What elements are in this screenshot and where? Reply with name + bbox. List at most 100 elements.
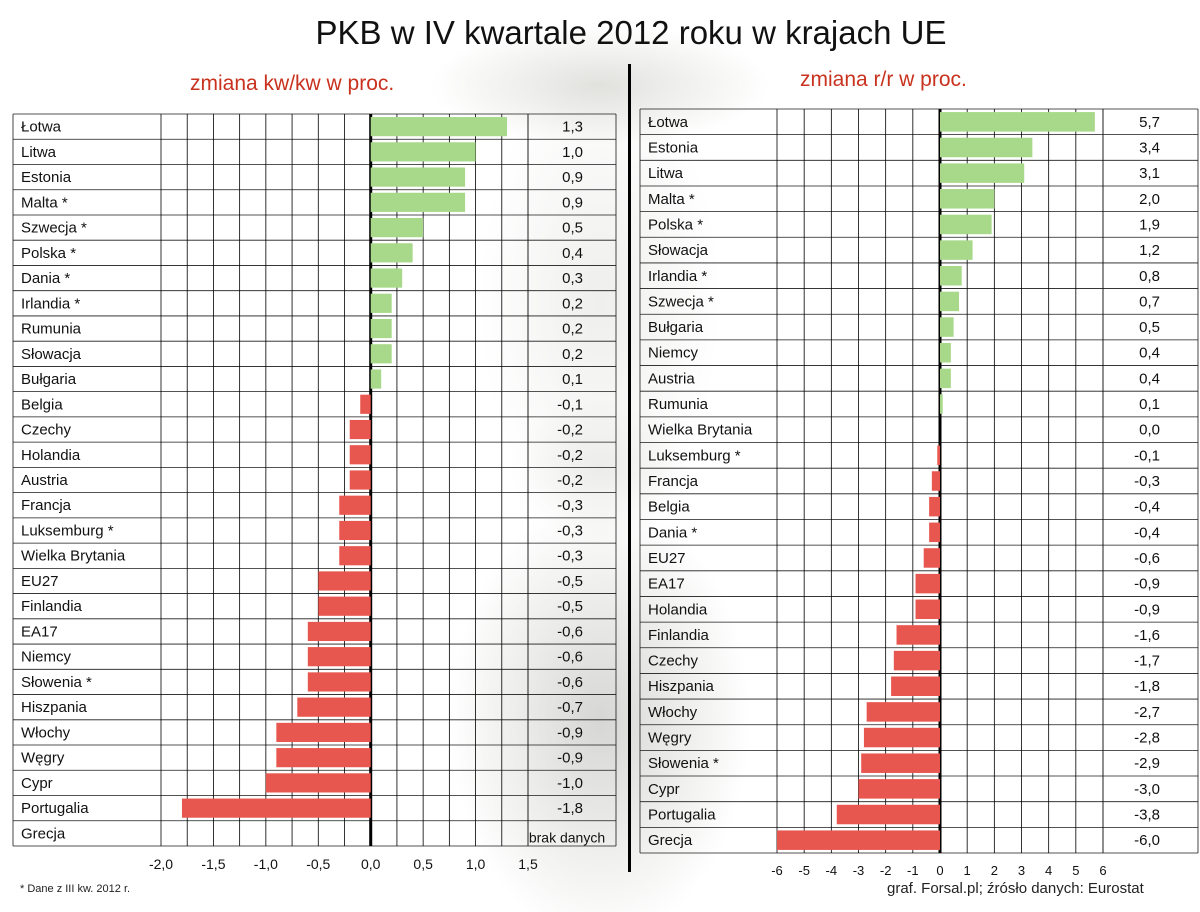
- right-value-label: 0,4: [1139, 370, 1160, 387]
- right-value-label: 0,5: [1139, 319, 1160, 336]
- right-category-label: Irlandia *: [648, 268, 707, 285]
- right-category-label: Węgry: [648, 730, 692, 747]
- left-x-tick-label: 1,5: [518, 856, 538, 872]
- left-value-label: 0,2: [562, 295, 583, 312]
- right-value-label: -0,4: [1134, 524, 1160, 541]
- right-bar-ea17: [915, 573, 940, 594]
- right-bar-belgia: [929, 496, 940, 517]
- right-category-label: Holandia: [648, 601, 708, 618]
- right-bar-cypr: [858, 779, 940, 799]
- right-value-label: -1,8: [1134, 678, 1160, 695]
- left-x-tick-label: -1,0: [254, 856, 278, 872]
- left-value-label: -0,5: [557, 598, 583, 615]
- right-bar-francja: [931, 471, 940, 491]
- right-category-label: Łotwa: [648, 114, 689, 131]
- left-category-label: Czechy: [21, 422, 72, 439]
- footnote: * Dane z III kw. 2012 r.: [20, 883, 131, 895]
- right-bar-rumunia: [940, 394, 943, 414]
- right-x-tick-label: 0: [936, 863, 943, 878]
- left-value-label: -0,3: [557, 548, 583, 565]
- left-category-label: Bułgaria: [21, 371, 77, 388]
- left-category-label: Austria: [21, 472, 68, 489]
- right-bar-litwa: [940, 163, 1025, 183]
- right-bar-portugalia: [836, 804, 940, 825]
- left-bar-eu27: [318, 571, 371, 591]
- left-category-label: Słowacja: [21, 346, 82, 363]
- left-category-label: Niemcy: [21, 649, 72, 666]
- left-bar-szwecja: [370, 217, 424, 238]
- right-value-label: -0,9: [1134, 601, 1160, 618]
- left-category-label: Holandia: [21, 447, 81, 464]
- right-category-label: Malta *: [648, 191, 695, 208]
- left-bar-wielka-brytania: [339, 546, 371, 566]
- left-x-tick-label: 0,5: [413, 856, 433, 872]
- right-value-label: 5,7: [1139, 114, 1160, 131]
- left-category-label: Rumunia: [21, 321, 82, 338]
- right-x-tick-label: -4: [826, 863, 838, 878]
- right-bar-hiszpania: [891, 676, 940, 696]
- right-bar-niemcy: [940, 342, 951, 363]
- right-bar-slowacja: [940, 240, 973, 260]
- right-category-label: Bułgaria: [648, 319, 704, 336]
- left-value-label: 0,4: [562, 245, 583, 262]
- right-category-label: EU27: [648, 550, 686, 567]
- left-chart-title: zmiana kw/kw w proc.: [190, 72, 395, 95]
- left-bar-cypr: [265, 773, 371, 793]
- left-bar-bulgaria: [370, 369, 382, 389]
- right-bar-austria: [940, 368, 951, 389]
- left-category-label: Słowenia *: [21, 674, 92, 691]
- right-bar-wegry: [863, 727, 940, 748]
- left-category-label: Szwecja *: [21, 220, 87, 237]
- right-bar-bulgaria: [940, 317, 954, 337]
- left-bar-belgia: [360, 394, 371, 414]
- right-bar-malta: [940, 189, 995, 209]
- right-value-label: -0,1: [1134, 447, 1160, 464]
- right-value-label: -0,3: [1134, 473, 1160, 490]
- left-x-tick-label: 1,0: [466, 856, 486, 872]
- right-value-label: -3,8: [1134, 807, 1160, 824]
- right-category-label: Francja: [648, 473, 699, 490]
- right-x-tick-label: 2: [991, 863, 998, 878]
- left-value-label: brak danych: [529, 829, 605, 845]
- right-bar-szwecja: [940, 291, 960, 312]
- left-bar-estonia: [370, 167, 466, 187]
- left-bar-luksemburg: [339, 520, 371, 541]
- left-value-label: -0,6: [557, 674, 583, 691]
- right-x-tick-label: 5: [1072, 863, 1079, 878]
- right-bar-polska: [940, 214, 992, 235]
- right-value-label: 0,1: [1139, 396, 1160, 413]
- left-value-label: -0,2: [557, 472, 583, 489]
- left-bar-wegry: [276, 748, 371, 768]
- right-category-label: Austria: [648, 370, 695, 387]
- source-note: graf. Forsal.pl; źrósło danych: Eurostat: [887, 880, 1144, 897]
- right-bar-slowenia: [861, 753, 940, 773]
- right-value-label: -3,0: [1134, 781, 1160, 798]
- left-bar-malta: [370, 192, 466, 212]
- left-category-label: Łotwa: [21, 119, 62, 136]
- right-x-tick-label: 6: [1099, 863, 1106, 878]
- left-value-label: -0,3: [557, 522, 583, 539]
- left-value-label: 0,3: [562, 270, 583, 287]
- right-x-tick-label: -1: [907, 863, 919, 878]
- right-chart-title: zmiana r/r w proc.: [800, 68, 967, 91]
- right-category-label: Niemcy: [648, 345, 699, 362]
- right-value-label: -2,7: [1134, 704, 1160, 721]
- right-bar-finlandia: [896, 625, 940, 645]
- right-value-label: 3,1: [1139, 165, 1160, 182]
- right-value-label: -0,6: [1134, 550, 1160, 567]
- left-value-label: 1,0: [562, 144, 583, 161]
- right-value-label: 0,4: [1139, 345, 1160, 362]
- left-category-label: Malta *: [21, 194, 68, 211]
- right-x-tick-label: 3: [1018, 863, 1025, 878]
- left-bar-francja: [339, 495, 371, 515]
- right-value-label: -1,7: [1134, 653, 1160, 670]
- right-bar-holandia: [915, 599, 940, 620]
- right-category-label: Hiszpania: [648, 678, 715, 695]
- right-bar-wlochy: [866, 702, 940, 722]
- left-value-label: -0,6: [557, 649, 583, 666]
- right-x-tick-label: -5: [798, 863, 810, 878]
- left-category-label: EU27: [21, 573, 59, 590]
- page-title: PKB w IV kwartale 2012 roku w krajach UE: [315, 14, 947, 51]
- left-bar-czechy: [349, 419, 371, 440]
- right-value-label: 3,4: [1139, 139, 1160, 156]
